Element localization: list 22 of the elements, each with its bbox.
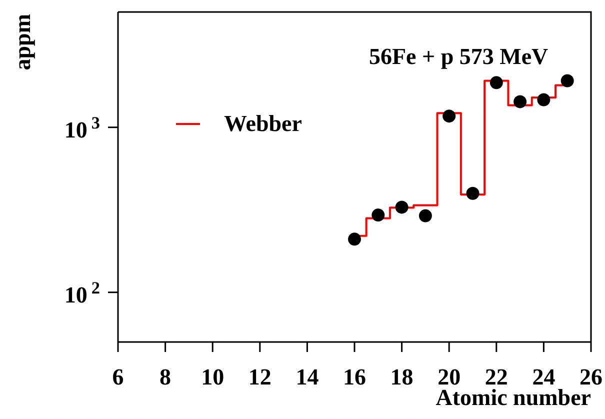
point — [372, 208, 385, 222]
point — [537, 93, 550, 106]
point — [395, 200, 408, 214]
x-tick-label: 8 — [160, 364, 172, 390]
x-tick-label: 18 — [390, 364, 414, 390]
x-tick-label: 10 — [201, 364, 224, 390]
y-axis-title: appm — [10, 14, 35, 70]
point — [348, 232, 361, 246]
point — [560, 74, 574, 88]
point — [442, 110, 456, 123]
point — [418, 209, 432, 222]
text: 56Fe + p 573 MeV — [368, 44, 549, 69]
legend-label: Webber — [224, 111, 302, 137]
x-tick-label: 16 — [343, 364, 366, 390]
y-tick-label: 10$^{3}$ — [64, 112, 100, 142]
point — [514, 95, 527, 108]
x-tick-label: 14 — [296, 364, 320, 390]
y-tick-label: 10$^{2}$ — [64, 278, 100, 308]
x-tick-label: 6 — [112, 364, 124, 390]
point — [490, 76, 503, 90]
point — [466, 186, 480, 200]
x-tick-label: 12 — [248, 364, 272, 390]
